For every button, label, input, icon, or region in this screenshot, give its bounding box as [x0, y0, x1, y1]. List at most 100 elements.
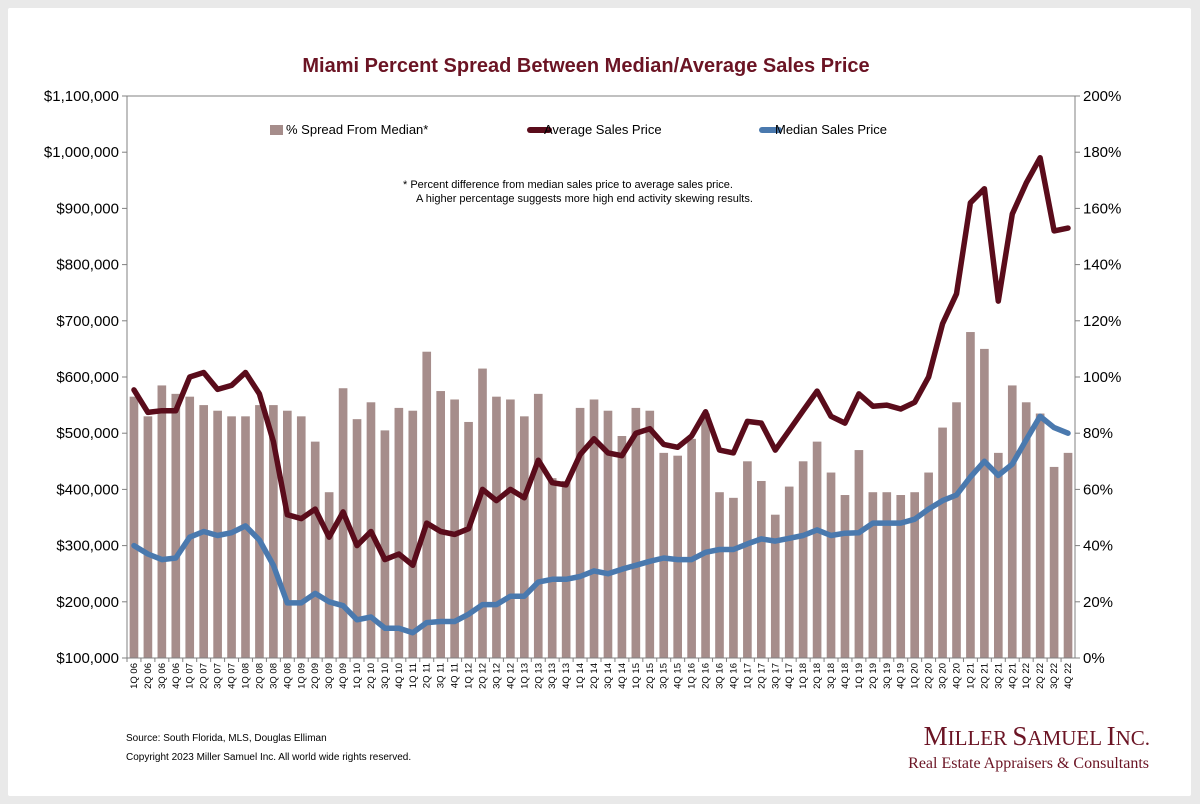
spread-bar: [296, 416, 306, 658]
x-tick-label: 4Q 16: [728, 663, 739, 689]
x-tick-label: 4Q 19: [896, 663, 907, 689]
logo-tagline: Real Estate Appraisers & Consultants: [908, 755, 1149, 772]
x-tick-label: 4Q 12: [505, 663, 516, 689]
spread-bar: [324, 492, 334, 658]
spread-bar: [143, 416, 153, 658]
right-tick-label: 20%: [1083, 594, 1113, 611]
spread-bar: [1007, 385, 1017, 658]
x-tick-label: 4Q 11: [450, 663, 461, 688]
right-tick-label: 200%: [1083, 88, 1121, 105]
x-tick-label: 1Q 12: [464, 663, 475, 689]
left-tick-label: $800,000: [56, 257, 119, 274]
x-tick-label: 2Q 19: [868, 663, 879, 689]
median-price-line: [131, 413, 1071, 636]
left-tick-label: $300,000: [56, 538, 119, 555]
spread-bar: [1021, 402, 1031, 658]
x-tick-label: 3Q 17: [770, 663, 781, 689]
spread-bar: [157, 385, 167, 658]
spread-bar: [492, 396, 501, 658]
x-tick-label: 1Q 15: [631, 663, 642, 689]
legend: % Spread From Median* Average Sales Pric…: [270, 122, 887, 137]
ticks-group: $100,000 $200,000 $300,000 $400,000 $500,000…: [44, 88, 1121, 689]
x-tick-label: 2Q 17: [756, 663, 767, 689]
x-tick-label: 4Q 13: [561, 663, 572, 689]
chart-frame: Miami Percent Spread Between Median/Aver…: [8, 8, 1191, 796]
spread-bar: [255, 405, 264, 658]
x-tick-label: 1Q 11: [408, 663, 419, 688]
left-tick-label: $600,000: [56, 369, 119, 386]
left-tick-label: $1,100,000: [44, 88, 119, 105]
x-tick-label: 3Q 07: [213, 663, 224, 689]
spread-bar: [394, 407, 404, 658]
annotation-line-2: A higher percentage suggests more high e…: [416, 193, 753, 205]
spread-bar: [770, 514, 780, 658]
x-tick-label: 2Q 12: [478, 663, 489, 689]
x-tick-label: 4Q 08: [282, 663, 293, 689]
x-tick-label: 3Q 08: [268, 663, 279, 689]
x-tick-label: 1Q 22: [1021, 663, 1032, 689]
x-tick-label: 4Q 09: [338, 663, 349, 689]
spread-bar: [450, 399, 459, 658]
x-tick-label: 2Q 13: [533, 663, 544, 689]
spread-bar: [715, 492, 724, 658]
x-tick-label: 3Q 12: [491, 663, 502, 689]
spread-bar: [171, 393, 181, 658]
x-tick-label: 2Q 22: [1035, 663, 1046, 689]
x-tick-label: 1Q 09: [296, 663, 307, 689]
x-tick-label: 3Q 14: [603, 663, 614, 689]
x-tick-label: 3Q 13: [547, 663, 558, 689]
left-tick-label: $200,000: [56, 594, 119, 611]
annotation-line-1: * Percent difference from median sales p…: [403, 179, 733, 191]
right-tick-label: 80%: [1083, 425, 1113, 442]
x-tick-label: 4Q 18: [840, 663, 851, 689]
spread-bar: [701, 413, 710, 658]
x-tick-label: 4Q 06: [171, 663, 182, 689]
spread-bar: [227, 416, 236, 658]
x-tick-label: 2Q 09: [310, 663, 321, 689]
x-tick-label: 4Q 22: [1063, 663, 1074, 689]
x-tick-label: 4Q 20: [952, 663, 963, 689]
right-tick-label: 180%: [1083, 144, 1121, 161]
spread-bar: [617, 436, 627, 658]
spread-bar: [464, 421, 473, 658]
spread-bar: [924, 472, 933, 658]
x-tick-label: 2Q 21: [979, 663, 990, 689]
legend-swatch-spread: [270, 125, 283, 135]
x-tick-label: 1Q 19: [854, 663, 865, 689]
x-tick-label: 4Q 14: [617, 663, 628, 689]
miller-samuel-logo: MILLER SAMUEL INC. Real Estate Appraiser…: [908, 721, 1150, 772]
spread-bar: [185, 396, 195, 658]
x-tick-label: 3Q 20: [938, 663, 949, 689]
x-tick-label: 2Q 08: [254, 663, 265, 689]
spread-bar: [436, 391, 445, 658]
x-tick-label: 2Q 16: [701, 663, 712, 689]
legend-label-spread: % Spread From Median*: [286, 122, 428, 137]
spread-bar: [589, 399, 599, 658]
spread-bar: [826, 472, 836, 658]
spread-bar: [520, 416, 529, 658]
x-tick-label: 2Q 06: [143, 663, 154, 689]
x-tick-label: 3Q 06: [157, 663, 168, 689]
spread-bar: [422, 351, 432, 658]
legend-label-median: Median Sales Price: [775, 122, 887, 137]
x-tick-label: 1Q 08: [241, 663, 252, 689]
spread-bar: [533, 393, 543, 658]
x-tick-label: 2Q 18: [812, 663, 823, 689]
spread-bar: [561, 480, 571, 658]
left-tick-label: $1,000,000: [44, 144, 119, 161]
spread-bar: [910, 492, 919, 658]
spread-bar: [506, 399, 515, 658]
x-tick-label: 4Q 15: [673, 663, 684, 689]
spread-bar: [854, 450, 864, 658]
x-tick-label: 1Q 21: [965, 663, 976, 689]
spread-bar: [408, 410, 418, 658]
spread-bar: [729, 497, 738, 658]
spread-bar: [868, 492, 878, 658]
x-tick-label: 3Q 15: [659, 663, 670, 689]
x-tick-label: 3Q 11: [436, 663, 447, 688]
x-tick-label: 2Q 14: [589, 663, 600, 689]
spread-bar: [812, 441, 822, 658]
x-tick-label: 2Q 07: [199, 663, 210, 689]
x-tick-label: 4Q 07: [227, 663, 238, 689]
spread-bar: [1035, 413, 1045, 658]
